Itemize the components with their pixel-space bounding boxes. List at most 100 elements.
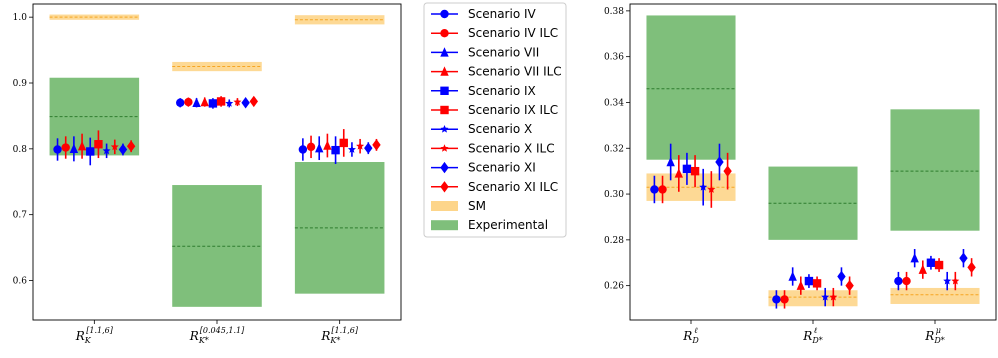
data-point — [967, 261, 976, 274]
legend-item: Scenario XI ILC — [431, 180, 558, 194]
legend-label: Scenario XI — [468, 161, 536, 175]
data-point — [812, 279, 822, 288]
legend-marker — [440, 144, 449, 152]
data-point — [339, 138, 348, 148]
y-tick-label: 0.28 — [604, 236, 624, 246]
data-point — [53, 145, 62, 154]
data-point — [241, 97, 250, 109]
axes-frame — [32, 3, 402, 321]
data-point — [118, 143, 128, 156]
data-point — [94, 140, 103, 149]
y-tick-label: 0.8 — [13, 145, 28, 155]
data-point — [110, 142, 119, 151]
legend: Scenario IV Scenario IV ILC Scenario VII Sc… — [423, 2, 567, 238]
data-point — [837, 270, 846, 283]
y-tick-label: 0.38 — [604, 7, 624, 17]
legend-label: Scenario IV — [468, 7, 537, 21]
data-point — [347, 145, 356, 153]
legend-frame — [423, 2, 567, 238]
data-point — [249, 95, 258, 108]
data-point — [926, 258, 936, 267]
y-tick-label: 0.9 — [13, 79, 28, 89]
experimental-band — [294, 162, 385, 294]
x-tick-label: RK[1.1,6] — [75, 326, 114, 345]
legend-label: Scenario X — [468, 122, 532, 136]
legend-marker — [440, 29, 449, 38]
legend-label: Experimental — [468, 218, 548, 232]
data-point — [894, 276, 903, 286]
data-point — [666, 156, 675, 167]
legend-marker — [440, 47, 449, 57]
data-point — [650, 185, 659, 194]
data-point — [772, 295, 781, 304]
data-point — [315, 142, 324, 153]
legend-item: SM — [431, 199, 486, 213]
legend-label: Scenario IX — [468, 84, 536, 98]
sm-band — [768, 290, 858, 307]
legend-marker — [440, 66, 449, 76]
legend-label: Scenario X ILC — [468, 141, 555, 155]
legend-marker — [440, 9, 449, 19]
legend-swatch — [431, 201, 458, 211]
legend-label: Scenario IV ILC — [468, 26, 558, 40]
legend-marker — [440, 86, 449, 95]
data-point — [298, 145, 308, 154]
y-tick-label: 0.26 — [604, 282, 624, 292]
legend-item: Experimental — [431, 218, 548, 232]
data-point — [821, 292, 830, 301]
x-tick-label: RDℓ — [682, 326, 699, 345]
data-point — [86, 147, 95, 156]
data-point — [102, 146, 111, 155]
sm-band — [49, 14, 140, 20]
experimental-band — [172, 185, 262, 307]
data-point — [658, 185, 667, 194]
panel-right: 0.26 0.28 0.30 0.32 0.34 0.36 0.38 — [604, 3, 997, 324]
data-point — [364, 142, 373, 154]
data-point — [788, 271, 797, 281]
data-point — [910, 252, 919, 263]
data-point — [845, 279, 854, 292]
data-point — [943, 276, 952, 285]
experimental-band — [890, 109, 980, 231]
data-point — [356, 142, 365, 150]
data-point — [208, 99, 218, 108]
data-point — [61, 143, 70, 152]
data-point — [918, 264, 927, 274]
legend-marker — [440, 161, 449, 174]
data-point — [902, 276, 911, 286]
legend-item: Scenario IV — [431, 7, 537, 21]
legend-label: Scenario IX ILC — [468, 103, 558, 117]
data-point — [715, 156, 724, 168]
data-point — [959, 252, 968, 264]
legend-marker — [440, 125, 449, 133]
data-point — [829, 292, 838, 301]
x-tick-label: RK*[0.045,1.1] — [189, 326, 245, 345]
data-point — [126, 140, 136, 152]
x-tick-label: RD*ℓ — [802, 326, 822, 345]
legend-item: Scenario X — [431, 122, 532, 136]
data-point — [225, 99, 234, 107]
data-point — [699, 182, 708, 191]
legend-label: Scenario XI ILC — [468, 180, 558, 194]
sm-band — [890, 287, 980, 304]
legend-item: Scenario IX — [431, 84, 536, 98]
data-point — [69, 143, 79, 154]
legend-item: Scenario IV ILC — [431, 26, 558, 40]
data-point — [323, 140, 332, 150]
y-tick-label: 0.6 — [13, 277, 28, 287]
data-point — [780, 295, 789, 304]
legend-item: Scenario XI — [431, 161, 536, 175]
legend-marker — [440, 181, 449, 193]
y-tick-label: 0.32 — [604, 144, 624, 154]
y-tick-label: 0.7 — [13, 211, 28, 221]
data-point — [233, 97, 242, 106]
legend-swatch — [431, 220, 458, 231]
y-tick-label: 0.34 — [604, 98, 624, 108]
legend-item: Scenario VII ILC — [431, 65, 562, 79]
data-point — [372, 139, 381, 151]
legend-item: Scenario VII — [431, 45, 539, 59]
legend-label: Scenario VII — [468, 45, 539, 59]
y-tick-label: 0.30 — [604, 190, 624, 200]
data-point — [331, 145, 340, 155]
